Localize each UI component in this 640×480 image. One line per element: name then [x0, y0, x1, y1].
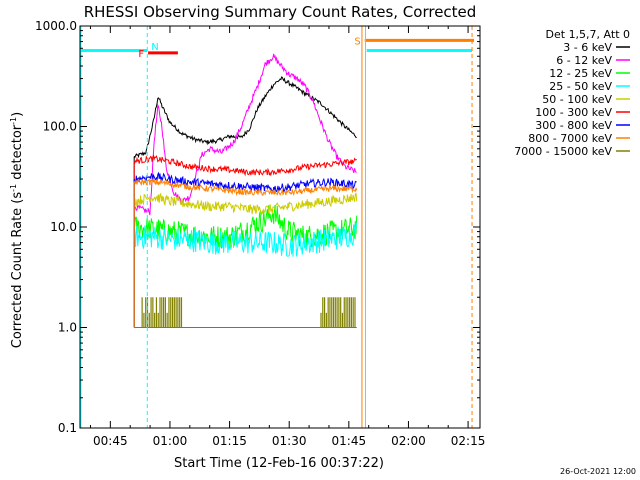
chart-title: RHESSI Observing Summary Count Rates, Co…	[84, 3, 477, 21]
flag-s-label: S	[354, 36, 360, 47]
legend-item-label: 7000 - 15000 keV	[514, 145, 612, 158]
x-axis-label: Start Time (12-Feb-16 00:37:22)	[174, 456, 384, 471]
y-tick-label: 0.1	[58, 421, 77, 435]
legend-item-label: 25 - 50 keV	[549, 80, 612, 93]
legend-item-label: 50 - 100 keV	[542, 93, 612, 106]
series-25-50-kev	[133, 222, 358, 257]
y-axis-label-part: Corrected Count Rate (s	[10, 192, 25, 349]
footer-date: 26-Oct-2021 12:00	[560, 467, 636, 476]
series-100-300-kev	[133, 154, 357, 177]
y-tick-label: 100.0	[43, 120, 77, 134]
flag-n-label: N	[151, 42, 158, 53]
legend-item-label: 3 - 6 keV	[563, 41, 612, 54]
y-tick-label: 10.0	[50, 220, 77, 234]
y-tick-label: 1000.0	[35, 19, 77, 33]
flag-f-label: F	[138, 49, 144, 60]
series-7000-15000-kev	[134, 297, 357, 328]
x-tick-label: 01:45	[332, 434, 367, 448]
y-axis-label-part: -1	[9, 117, 18, 125]
y-tick-label: 1.0	[58, 321, 77, 335]
legend-item-label: 12 - 25 keV	[549, 67, 612, 80]
series-12-25-kev	[133, 205, 358, 249]
legend-header: Det 1,5,7, Att 0	[546, 28, 630, 41]
x-tick-label: 01:00	[153, 434, 188, 448]
axes: 00:45 01:00 01:15 01:30 01:45 02:00 02:15 0.1 1.…	[35, 19, 485, 448]
legend-item-label: 800 - 7000 keV	[528, 132, 612, 145]
legend-item-label: 100 - 300 keV	[535, 106, 612, 119]
series-300-800-kev	[133, 171, 357, 193]
y-axis-label-part: detector	[10, 124, 25, 184]
series-800-7000-kev	[133, 177, 358, 197]
x-tick-label: 01:15	[212, 434, 247, 448]
y-axis-label-part: )	[10, 112, 25, 117]
series-3-6-kev	[133, 76, 357, 159]
series-50-100-kev	[133, 192, 358, 217]
y-axis-label: Corrected Count Rate (s-1 detector-1)	[9, 112, 25, 348]
legend-item-label: 6 - 12 keV	[556, 54, 612, 67]
legend-item-label: 300 - 800 keV	[535, 119, 612, 132]
x-tick-label: 02:15	[451, 434, 486, 448]
x-tick-label: 00:45	[93, 434, 128, 448]
y-axis-label-part: -1	[9, 184, 18, 192]
x-tick-label: 02:00	[391, 434, 426, 448]
x-tick-label: 01:30	[272, 434, 307, 448]
